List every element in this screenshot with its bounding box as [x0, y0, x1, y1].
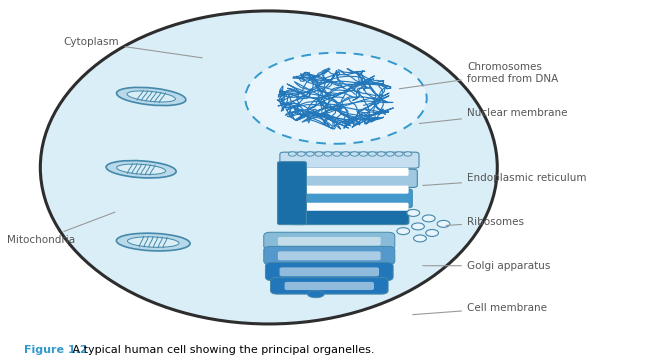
- Circle shape: [315, 152, 323, 156]
- FancyBboxPatch shape: [263, 232, 394, 250]
- Circle shape: [404, 152, 412, 156]
- Text: Mitochondria: Mitochondria: [7, 212, 115, 245]
- Ellipse shape: [106, 161, 176, 178]
- Text: Nuclear membrane: Nuclear membrane: [419, 108, 568, 123]
- Circle shape: [407, 209, 419, 216]
- Circle shape: [396, 228, 409, 235]
- Text: Cell membrane: Cell membrane: [413, 302, 547, 314]
- Circle shape: [422, 215, 435, 222]
- Ellipse shape: [116, 87, 186, 106]
- Ellipse shape: [116, 233, 190, 251]
- Ellipse shape: [117, 164, 165, 174]
- FancyBboxPatch shape: [280, 152, 419, 168]
- Circle shape: [426, 230, 438, 237]
- FancyBboxPatch shape: [286, 189, 412, 208]
- Circle shape: [368, 152, 376, 156]
- Text: Chromosomes
formed from DNA: Chromosomes formed from DNA: [399, 62, 558, 89]
- Text: Endoplasmic reticulum: Endoplasmic reticulum: [423, 173, 587, 185]
- FancyBboxPatch shape: [270, 277, 388, 294]
- FancyBboxPatch shape: [280, 267, 379, 276]
- Text: Cytoplasm: Cytoplasm: [64, 37, 202, 58]
- FancyBboxPatch shape: [278, 251, 380, 260]
- Circle shape: [306, 152, 314, 156]
- FancyBboxPatch shape: [284, 282, 374, 290]
- Circle shape: [437, 220, 450, 227]
- FancyBboxPatch shape: [278, 237, 380, 245]
- FancyBboxPatch shape: [263, 246, 394, 265]
- Circle shape: [341, 152, 349, 156]
- Circle shape: [377, 152, 385, 156]
- FancyBboxPatch shape: [265, 262, 393, 281]
- Circle shape: [386, 152, 394, 156]
- FancyBboxPatch shape: [282, 169, 417, 187]
- Circle shape: [297, 152, 305, 156]
- Text: Golgi apparatus: Golgi apparatus: [423, 261, 550, 271]
- FancyBboxPatch shape: [290, 186, 409, 194]
- Text: Figure 1.2: Figure 1.2: [24, 345, 87, 355]
- FancyBboxPatch shape: [290, 209, 409, 225]
- Circle shape: [351, 152, 359, 156]
- Text: A typical human cell showing the principal organelles.: A typical human cell showing the princip…: [69, 345, 375, 355]
- Circle shape: [360, 152, 368, 156]
- Circle shape: [288, 152, 296, 156]
- Ellipse shape: [307, 290, 324, 298]
- Circle shape: [395, 152, 403, 156]
- Circle shape: [413, 235, 426, 242]
- Circle shape: [333, 152, 341, 156]
- FancyBboxPatch shape: [290, 168, 409, 176]
- Ellipse shape: [40, 11, 497, 324]
- FancyBboxPatch shape: [278, 162, 306, 225]
- Ellipse shape: [245, 53, 427, 144]
- Circle shape: [324, 152, 332, 156]
- Ellipse shape: [128, 237, 179, 247]
- Text: Ribosomes: Ribosomes: [446, 217, 524, 227]
- Circle shape: [411, 223, 425, 230]
- FancyBboxPatch shape: [290, 203, 409, 211]
- Ellipse shape: [127, 91, 175, 102]
